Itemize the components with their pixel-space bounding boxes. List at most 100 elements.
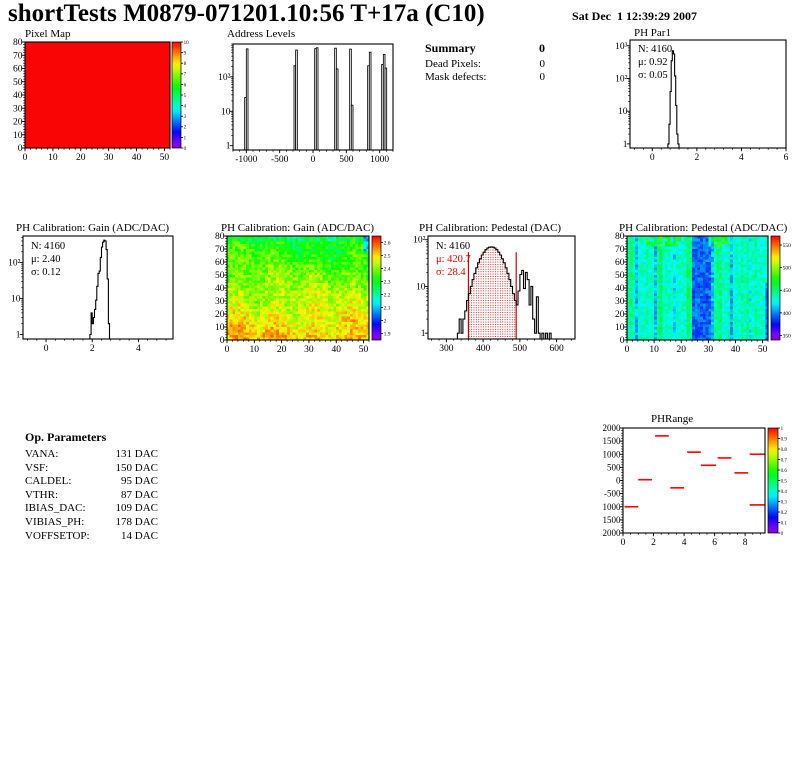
voffsetop-label: VOFFSETOP: xyxy=(25,529,90,542)
svg-text:8: 8 xyxy=(743,538,748,548)
svg-text:1: 1 xyxy=(226,142,231,152)
dead-pixels-label: Dead Pixels: xyxy=(425,57,481,70)
svg-text:30: 30 xyxy=(615,297,625,307)
pedestal-hist-stat-mean: μ: 420.7 xyxy=(436,254,471,265)
svg-text:30: 30 xyxy=(215,297,225,307)
svg-text:0: 0 xyxy=(621,538,626,548)
svg-text:0.4: 0.4 xyxy=(781,490,788,495)
svg-text:10²: 10² xyxy=(218,73,231,83)
ph-par1-title: PH Par1 xyxy=(634,27,671,39)
svg-text:0: 0 xyxy=(311,155,316,165)
op-parameters-block: Op. Parameters VANA: 131 DAC VSF: 150 DA… xyxy=(25,430,158,543)
svg-text:550: 550 xyxy=(783,243,792,249)
svg-text:500: 500 xyxy=(339,155,354,165)
gain-hist-stat-entries: N: 4160 xyxy=(31,241,65,252)
svg-text:0: 0 xyxy=(625,345,630,355)
svg-text:10³: 10³ xyxy=(615,42,628,52)
svg-text:7: 7 xyxy=(184,73,187,78)
pedestal-hist-panel: 300 400 500 600 1 10 10² PH Calibration: Pedes… xyxy=(413,218,603,366)
svg-text:50: 50 xyxy=(13,78,23,88)
svg-text:50: 50 xyxy=(758,345,768,355)
pedestal-map-panel: 0 10 20 30 40 50 0 10 20 30 40 50 60 70 80 350 400 450 500… xyxy=(613,218,796,366)
svg-text:1000: 1000 xyxy=(603,502,622,512)
svg-text:10: 10 xyxy=(649,345,659,355)
ph-par1-chart: 0 2 4 6 1 10 10² 10³ PH Par1 N: 4160 μ: 0.92 σ:… xyxy=(615,27,789,163)
summary-header-row: Summary 0 xyxy=(425,41,545,56)
svg-text:10: 10 xyxy=(11,295,21,305)
ph-par1-stat-entries: N: 4160 xyxy=(638,44,672,55)
svg-text:60: 60 xyxy=(13,65,23,75)
svg-text:10: 10 xyxy=(250,345,260,355)
gain_hist-plot-area: 0 2 4 1 10 10² xyxy=(8,235,174,354)
caldel-value: 95 DAC xyxy=(121,475,158,488)
svg-text:300: 300 xyxy=(439,344,454,354)
summary-row-dead-pixels: Dead Pixels: 0 xyxy=(425,58,545,72)
svg-text:40: 40 xyxy=(215,284,225,294)
svg-text:20: 20 xyxy=(76,153,86,163)
mask-defects-label: Mask defects: xyxy=(425,71,487,84)
svg-text:2.2: 2.2 xyxy=(384,292,391,298)
ph-par1-panel: 0 2 4 6 1 10 10² 10³ PH Par1 N: 4160 μ: 0.92 σ:… xyxy=(608,25,796,170)
pedestal-hist-chart: 300 400 500 600 1 10 10² PH Calibration: Pedes… xyxy=(413,222,576,354)
svg-text:40: 40 xyxy=(731,345,741,355)
address-levels-panel: -1000 -500 0 500 1000 1 10 10² Address Levels xyxy=(215,25,400,170)
svg-text:0.7: 0.7 xyxy=(781,458,788,463)
pixel-map-panel: 0 10 20 30 40 50 0 10 20 30 40 50 60 70 80 0 1 2 3 4 5 6 7 8 9 10… xyxy=(0,25,212,165)
gain-hist-panel: 0 2 4 1 10 10² PH Calibration: Gain (ADC/DAC)… xyxy=(8,218,210,366)
op-param-row-vibias-ph: VIBIAS_PH: 178 DAC xyxy=(25,516,158,530)
vibias-ph-label: VIBIAS_PH: xyxy=(25,515,85,528)
svg-text:6: 6 xyxy=(712,538,717,548)
svg-text:10: 10 xyxy=(615,323,625,333)
svg-text:5: 5 xyxy=(184,94,187,99)
vsf-label: VSF: xyxy=(25,461,49,474)
svg-text:4: 4 xyxy=(184,105,187,110)
svg-text:30: 30 xyxy=(104,153,114,163)
svg-text:500: 500 xyxy=(607,462,621,472)
svg-text:80: 80 xyxy=(13,38,23,48)
svg-text:2000: 2000 xyxy=(603,528,622,538)
svg-text:0: 0 xyxy=(18,144,23,154)
svg-text:2.1: 2.1 xyxy=(384,305,391,311)
op-parameters-title: Op. Parameters xyxy=(25,430,107,444)
svg-text:2: 2 xyxy=(90,344,95,354)
svg-text:500: 500 xyxy=(783,266,792,272)
svg-text:10²: 10² xyxy=(8,259,21,269)
svg-text:40: 40 xyxy=(13,91,23,101)
mask-defects-value: 0 xyxy=(539,71,546,84)
gain-hist-chart: 0 2 4 1 10 10² PH Calibration: Gain (ADC/DAC)… xyxy=(8,222,174,354)
vana-value: 131 DAC xyxy=(115,448,158,460)
svg-text:1500: 1500 xyxy=(603,515,622,525)
svg-text:80: 80 xyxy=(215,232,225,242)
pixel-map-chart: 0 10 20 30 40 50 0 10 20 30 40 50 60 70 80 0 1 2 3 4 5 6 7 8 9 10… xyxy=(13,28,189,163)
svg-text:0.1: 0.1 xyxy=(781,521,788,526)
svg-text:30: 30 xyxy=(13,104,23,114)
ibias-dac-label: IBIAS_DAC: xyxy=(25,502,86,515)
svg-text:3: 3 xyxy=(184,115,187,120)
ph-range-title: PHRange xyxy=(651,413,693,425)
vthr-value: 87 DAC xyxy=(121,488,158,501)
svg-text:2.3: 2.3 xyxy=(384,279,391,285)
svg-text:60: 60 xyxy=(615,258,625,268)
ph_par1-plot-area: 0 2 4 6 1 10 10² 10³ xyxy=(615,39,789,163)
svg-text:1000: 1000 xyxy=(370,155,389,165)
svg-text:1.9: 1.9 xyxy=(384,331,391,337)
ibias-dac-value: 109 DAC xyxy=(115,502,158,515)
svg-text:0: 0 xyxy=(220,336,225,346)
svg-text:2: 2 xyxy=(651,538,656,548)
svg-text:2000: 2000 xyxy=(603,423,622,433)
op-param-row-caldel: CALDEL: 95 DAC xyxy=(25,475,158,489)
svg-text:10: 10 xyxy=(416,282,426,292)
svg-text:70: 70 xyxy=(615,245,625,255)
svg-text:0.2: 0.2 xyxy=(781,511,788,516)
svg-text:0.9: 0.9 xyxy=(781,437,788,442)
svg-text:450: 450 xyxy=(783,288,792,294)
ph-range-panel: 0 2 4 6 8 2000 1500 1000 500 0 -500 1000 1500 2000 0 0.… xyxy=(603,405,796,560)
svg-text:1: 1 xyxy=(781,427,784,432)
svg-text:350: 350 xyxy=(783,333,792,339)
svg-text:10²: 10² xyxy=(413,236,426,246)
svg-text:4: 4 xyxy=(739,153,744,163)
svg-text:2: 2 xyxy=(384,318,387,324)
gain-map-title: PH Calibration: Gain (ADC/DAC) xyxy=(221,222,374,234)
svg-text:0: 0 xyxy=(44,344,49,354)
svg-text:0: 0 xyxy=(781,532,784,537)
